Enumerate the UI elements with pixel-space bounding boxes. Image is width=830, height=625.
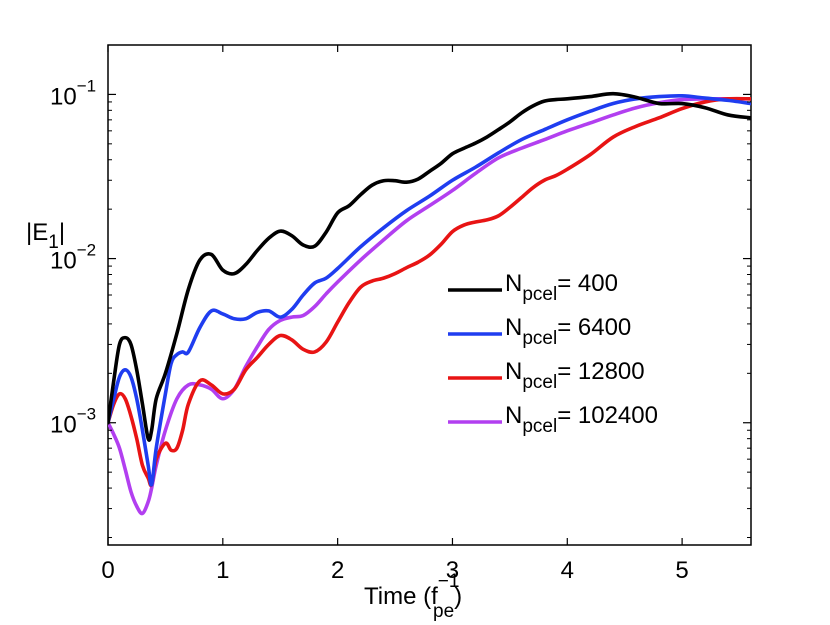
y-tick-label: 10−1: [50, 76, 96, 110]
y-axis-title-sub: 1: [48, 232, 59, 253]
x-tick-label: 2: [331, 557, 344, 584]
plot-area: [107, 44, 752, 546]
legend-label: Npcel= 12800: [505, 358, 645, 393]
series-line-400: [108, 91, 751, 442]
x-tick-label: 3: [446, 557, 459, 584]
x-axis-title: Time (f−1 pe): [364, 571, 462, 622]
x-axis-title-sub: pe: [433, 601, 454, 622]
series-layer: [108, 91, 751, 516]
series-line-6400: [108, 93, 751, 487]
series-line-12800: [108, 96, 751, 488]
legend-label: Npcel= 102400: [505, 402, 658, 437]
legend: Npcel= 400 Npcel= 6400 Npcel= 12800 Npcel= …: [448, 270, 658, 437]
x-tick-label: 5: [675, 557, 688, 584]
x-tick-label: 1: [216, 557, 229, 584]
tick-layer: 0 1 2 3 4 5 10−3 10−2 10−1: [50, 45, 751, 584]
legend-label: Npcel= 6400: [505, 314, 631, 349]
y-tick-label: 10−2: [50, 241, 96, 275]
x-axis-title-sup: −1: [438, 571, 460, 592]
x-tick-label: 4: [561, 557, 574, 584]
y-axis-title: |E1|: [26, 219, 65, 253]
x-axis-title-close: ): [454, 583, 462, 610]
legend-label: Npcel= 400: [505, 270, 618, 305]
y-tick-label: 10−3: [50, 405, 96, 439]
series-line-102400: [108, 96, 751, 516]
y-axis-title-close: |: [59, 219, 65, 246]
y-axis-title-main: |E: [26, 219, 48, 246]
x-axis-title-main: Time (f: [364, 583, 438, 610]
x-tick-label: 0: [101, 557, 114, 584]
